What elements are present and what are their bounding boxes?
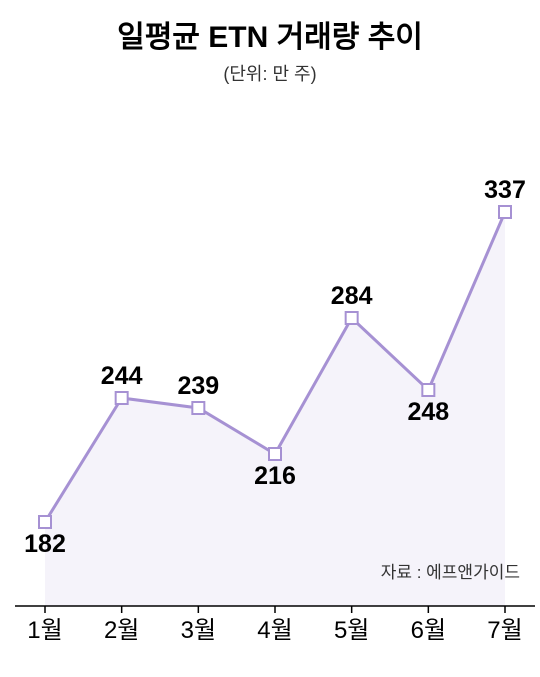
data-marker	[192, 402, 204, 414]
data-marker	[39, 516, 51, 528]
x-axis-label: 3월	[181, 617, 216, 644]
data-label: 239	[177, 372, 219, 400]
x-axis-label: 5월	[334, 617, 369, 644]
line-chart-svg: 182 244 239 216 284 248 337 1월 2월 3월 4월 5월 6월 7월	[0, 86, 540, 677]
chart-source: 자료 : 에프앤가이드	[381, 558, 520, 583]
data-label: 248	[407, 398, 449, 426]
data-label: 337	[484, 176, 526, 204]
data-marker	[499, 206, 511, 218]
data-marker	[116, 392, 128, 404]
x-axis-label: 1월	[27, 617, 62, 644]
data-marker	[346, 312, 358, 324]
chart-title: 일평균 ETN 거래량 추이	[0, 0, 540, 56]
data-label: 244	[101, 362, 143, 390]
x-axis-label: 4월	[257, 617, 292, 644]
data-marker	[422, 384, 434, 396]
data-label: 182	[24, 530, 66, 558]
x-axis-label: 2월	[104, 617, 139, 644]
x-axis-label: 6월	[411, 617, 446, 644]
data-marker	[269, 448, 281, 460]
x-axis-label: 7월	[487, 617, 522, 644]
data-label: 284	[331, 282, 373, 310]
data-label: 216	[254, 462, 296, 490]
chart-container: 일평균 ETN 거래량 추이 (단위: 만 주) 182 244 239 216 284…	[0, 0, 540, 591]
chart-plot-area: 182 244 239 216 284 248 337 1월 2월 3월 4월 5월 6월 7월	[0, 86, 540, 677]
chart-subtitle: (단위: 만 주)	[0, 56, 540, 86]
